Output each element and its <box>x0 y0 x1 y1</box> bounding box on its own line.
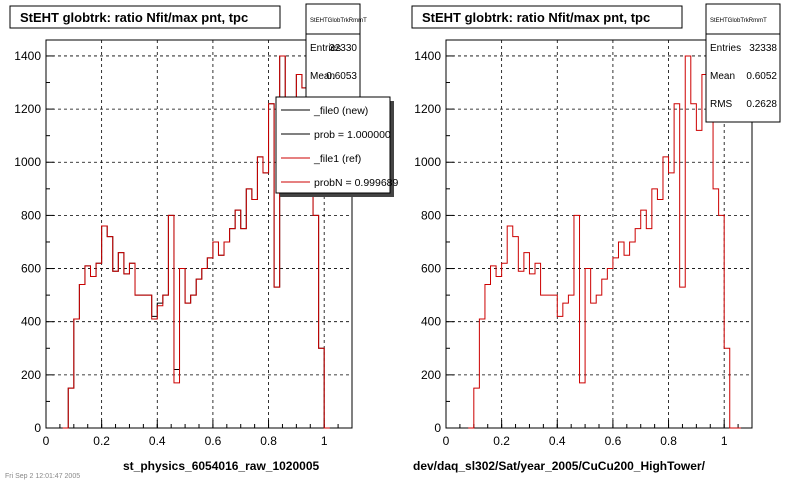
y-tick-label: 200 <box>21 368 41 382</box>
x-axis-caption: st_physics_6054016_raw_1020005 <box>123 459 319 473</box>
x-tick-label: 0.2 <box>93 434 110 448</box>
plot-area: 0 0.2 0.4 0.6 0.8 1 0 200 400 600 800 1000 1200 1400 <box>414 39 753 448</box>
y-tick-label: 200 <box>421 368 441 382</box>
y-tick-label: 1400 <box>414 49 441 63</box>
stats-label-mean: Mean <box>310 71 335 82</box>
x-tick-label: 0.8 <box>260 434 277 448</box>
y-tick-label: 0 <box>34 421 41 435</box>
y-tick-label: 600 <box>21 262 41 276</box>
stats-name: StEHTGlobTrkRmmT <box>310 18 367 24</box>
legend-label: _file0 (new) <box>313 105 368 117</box>
timestamp: Fri Sep 2 12:01:47 2005 <box>5 473 80 480</box>
y-tick-label: 0 <box>434 421 441 435</box>
x-tick-label: 0.4 <box>549 434 566 448</box>
stats-value-mean: 0.6052 <box>746 71 777 82</box>
stats-label-rms: RMS <box>710 99 733 110</box>
x-tick-label: 0.6 <box>205 434 222 448</box>
stats-value-entries: 32330 <box>329 43 357 54</box>
x-tick-label: 0 <box>43 434 50 448</box>
legend-label: prob = 1.000000 <box>314 129 391 141</box>
y-tick-label: 1200 <box>14 102 41 116</box>
y-tick-label: 1000 <box>14 155 41 169</box>
x-tick-label: 0.8 <box>660 434 677 448</box>
stats-value-rms: 0.2628 <box>746 99 777 110</box>
y-tick-label: 400 <box>421 315 441 329</box>
histogram-series <box>468 55 741 429</box>
y-tick-label: 1200 <box>414 102 441 116</box>
histogram-series <box>62 55 330 429</box>
pad-right: StEHT globtrk: ratio Nfit/max pnt, tpc 0… <box>411 3 781 473</box>
pad-title: StEHT globtrk: ratio Nfit/max pnt, tpc <box>422 10 650 25</box>
x-tick-label: 0 <box>443 434 450 448</box>
y-tick-label: 1000 <box>414 155 441 169</box>
x-tick-label: 1 <box>321 434 328 448</box>
y-tick-label: 1400 <box>14 49 41 63</box>
y-tick-label: 600 <box>421 262 441 276</box>
stats-label-entries: Entries <box>310 43 341 54</box>
title-box <box>9 5 281 29</box>
title-box <box>411 5 683 29</box>
x-tick-label: 0.2 <box>493 434 510 448</box>
plot-area: 0 0.2 0.4 0.6 0.8 1 0 200 400 600 800 1000 1200 1400 <box>14 39 353 448</box>
legend-label: probN = 0.999689 <box>314 177 399 189</box>
stats-name: StEHTGlobTrkRmmT <box>710 18 767 24</box>
y-tick-label: 800 <box>21 208 41 222</box>
stats-value-mean: 0.6053 <box>326 71 357 82</box>
stats-value-entries: 32338 <box>749 43 777 54</box>
x-axis-caption: dev/daq_sl302/Sat/year_2005/CuCu200_High… <box>413 459 706 473</box>
legend: _file0 (new) prob = 1.000000 _file1 (ref… <box>275 96 399 197</box>
pad-title: StEHT globtrk: ratio Nfit/max pnt, tpc <box>20 10 248 25</box>
x-tick-label: 0.6 <box>605 434 622 448</box>
pad-left: StEHT globtrk: ratio Nfit/max pnt, tpc 0… <box>9 3 399 473</box>
legend-label: _file1 (ref) <box>313 153 361 165</box>
stats-label-mean: Mean <box>710 71 735 82</box>
x-tick-label: 1 <box>721 434 728 448</box>
stats-label-entries: Entries <box>710 43 741 54</box>
y-tick-label: 400 <box>21 315 41 329</box>
stats-box: StEHTGlobTrkRmmT Entries 32330 Mean 0.60… <box>305 3 367 105</box>
x-tick-label: 0.4 <box>149 434 166 448</box>
y-tick-label: 800 <box>421 208 441 222</box>
stats-box: StEHTGlobTrkRmmT Entries 32338 Mean 0.60… <box>705 3 781 123</box>
